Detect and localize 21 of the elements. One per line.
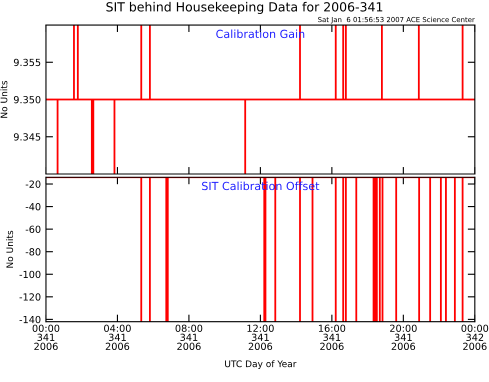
x-axis-title: UTC Day of Year bbox=[225, 360, 296, 369]
y-tick-label: -80 bbox=[26, 248, 40, 256]
x-tick-label: 00:00 341 2006 bbox=[32, 324, 60, 350]
y-tick-label: -140 bbox=[20, 316, 40, 324]
x-tick-label: 20:00 341 2006 bbox=[390, 324, 417, 350]
x-tick-label: 12:00 341 2006 bbox=[247, 324, 274, 350]
y-tick-label: -20 bbox=[26, 180, 40, 188]
y-axis-title: No Units bbox=[6, 230, 14, 268]
y-tick-label: 9.345 bbox=[14, 133, 40, 141]
y-tick-label: -120 bbox=[20, 293, 40, 301]
y-axis-title: No Units bbox=[0, 80, 8, 118]
x-tick-label: 00:00 342 2006 bbox=[461, 324, 488, 350]
x-tick-label: 16:00 341 2006 bbox=[318, 324, 346, 350]
x-tick-label: 04:00 341 2006 bbox=[104, 324, 131, 350]
y-tick-label: 9.355 bbox=[14, 58, 40, 66]
y-tick-label: -100 bbox=[20, 270, 40, 278]
y-tick-label: -60 bbox=[26, 226, 40, 233]
chart-title: SIT behind Housekeeping Data for 2006-341 bbox=[106, 2, 382, 14]
y-tick-label: 9.350 bbox=[14, 96, 40, 104]
x-tick-label: 08:00 341 2006 bbox=[176, 324, 202, 350]
y-tick-label: -40 bbox=[26, 203, 40, 210]
